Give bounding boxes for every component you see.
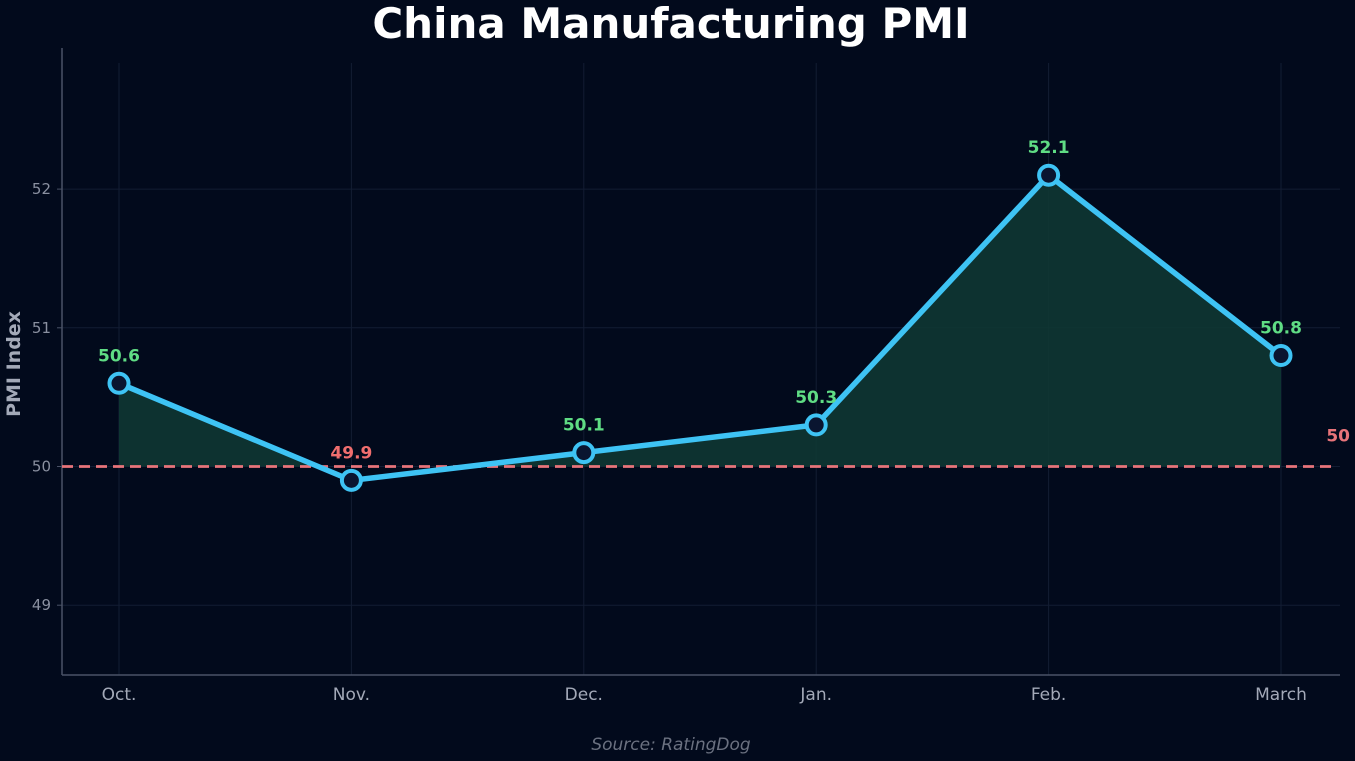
- data-point-marker: [1269, 344, 1293, 368]
- data-label: 52.1: [1028, 138, 1070, 158]
- source-note: Source: RatingDog: [591, 735, 751, 755]
- data-label: 50.1: [563, 416, 605, 436]
- y-tick-label: 50: [32, 458, 51, 476]
- data-point-marker: [339, 468, 363, 492]
- plot-area: 49 50 51 52 Oct. Nov. Dec. Jan. Feb. March 50 50.6 4…: [32, 48, 1350, 705]
- series-line: [116, 172, 1284, 484]
- x-tick-label: Dec.: [565, 685, 603, 705]
- x-tick-label: Jan.: [799, 685, 832, 705]
- x-tick-label: Oct.: [102, 685, 137, 705]
- data-point-marker: [572, 441, 596, 465]
- data-point-marker: [804, 413, 828, 437]
- x-tick-label: Feb.: [1031, 685, 1067, 705]
- data-label: 50.8: [1260, 319, 1302, 339]
- y-tick-label: 51: [32, 319, 51, 337]
- data-point-marker: [1037, 163, 1061, 187]
- y-axis-label: PMI Index: [3, 311, 25, 417]
- x-tick-label: Nov.: [333, 685, 370, 705]
- x-tick-label: March: [1255, 685, 1307, 705]
- chart-title: China Manufacturing PMI: [372, 0, 969, 48]
- area-fill-above-50: [119, 175, 1281, 467]
- y-tick-label: 52: [32, 180, 51, 198]
- data-label: 50.3: [795, 388, 837, 408]
- data-label: 49.9: [330, 443, 372, 463]
- reference-line-label: 50: [1326, 427, 1350, 447]
- data-label: 50.6: [98, 346, 140, 366]
- y-tick-label: 49: [32, 596, 51, 614]
- data-point-marker: [107, 371, 131, 395]
